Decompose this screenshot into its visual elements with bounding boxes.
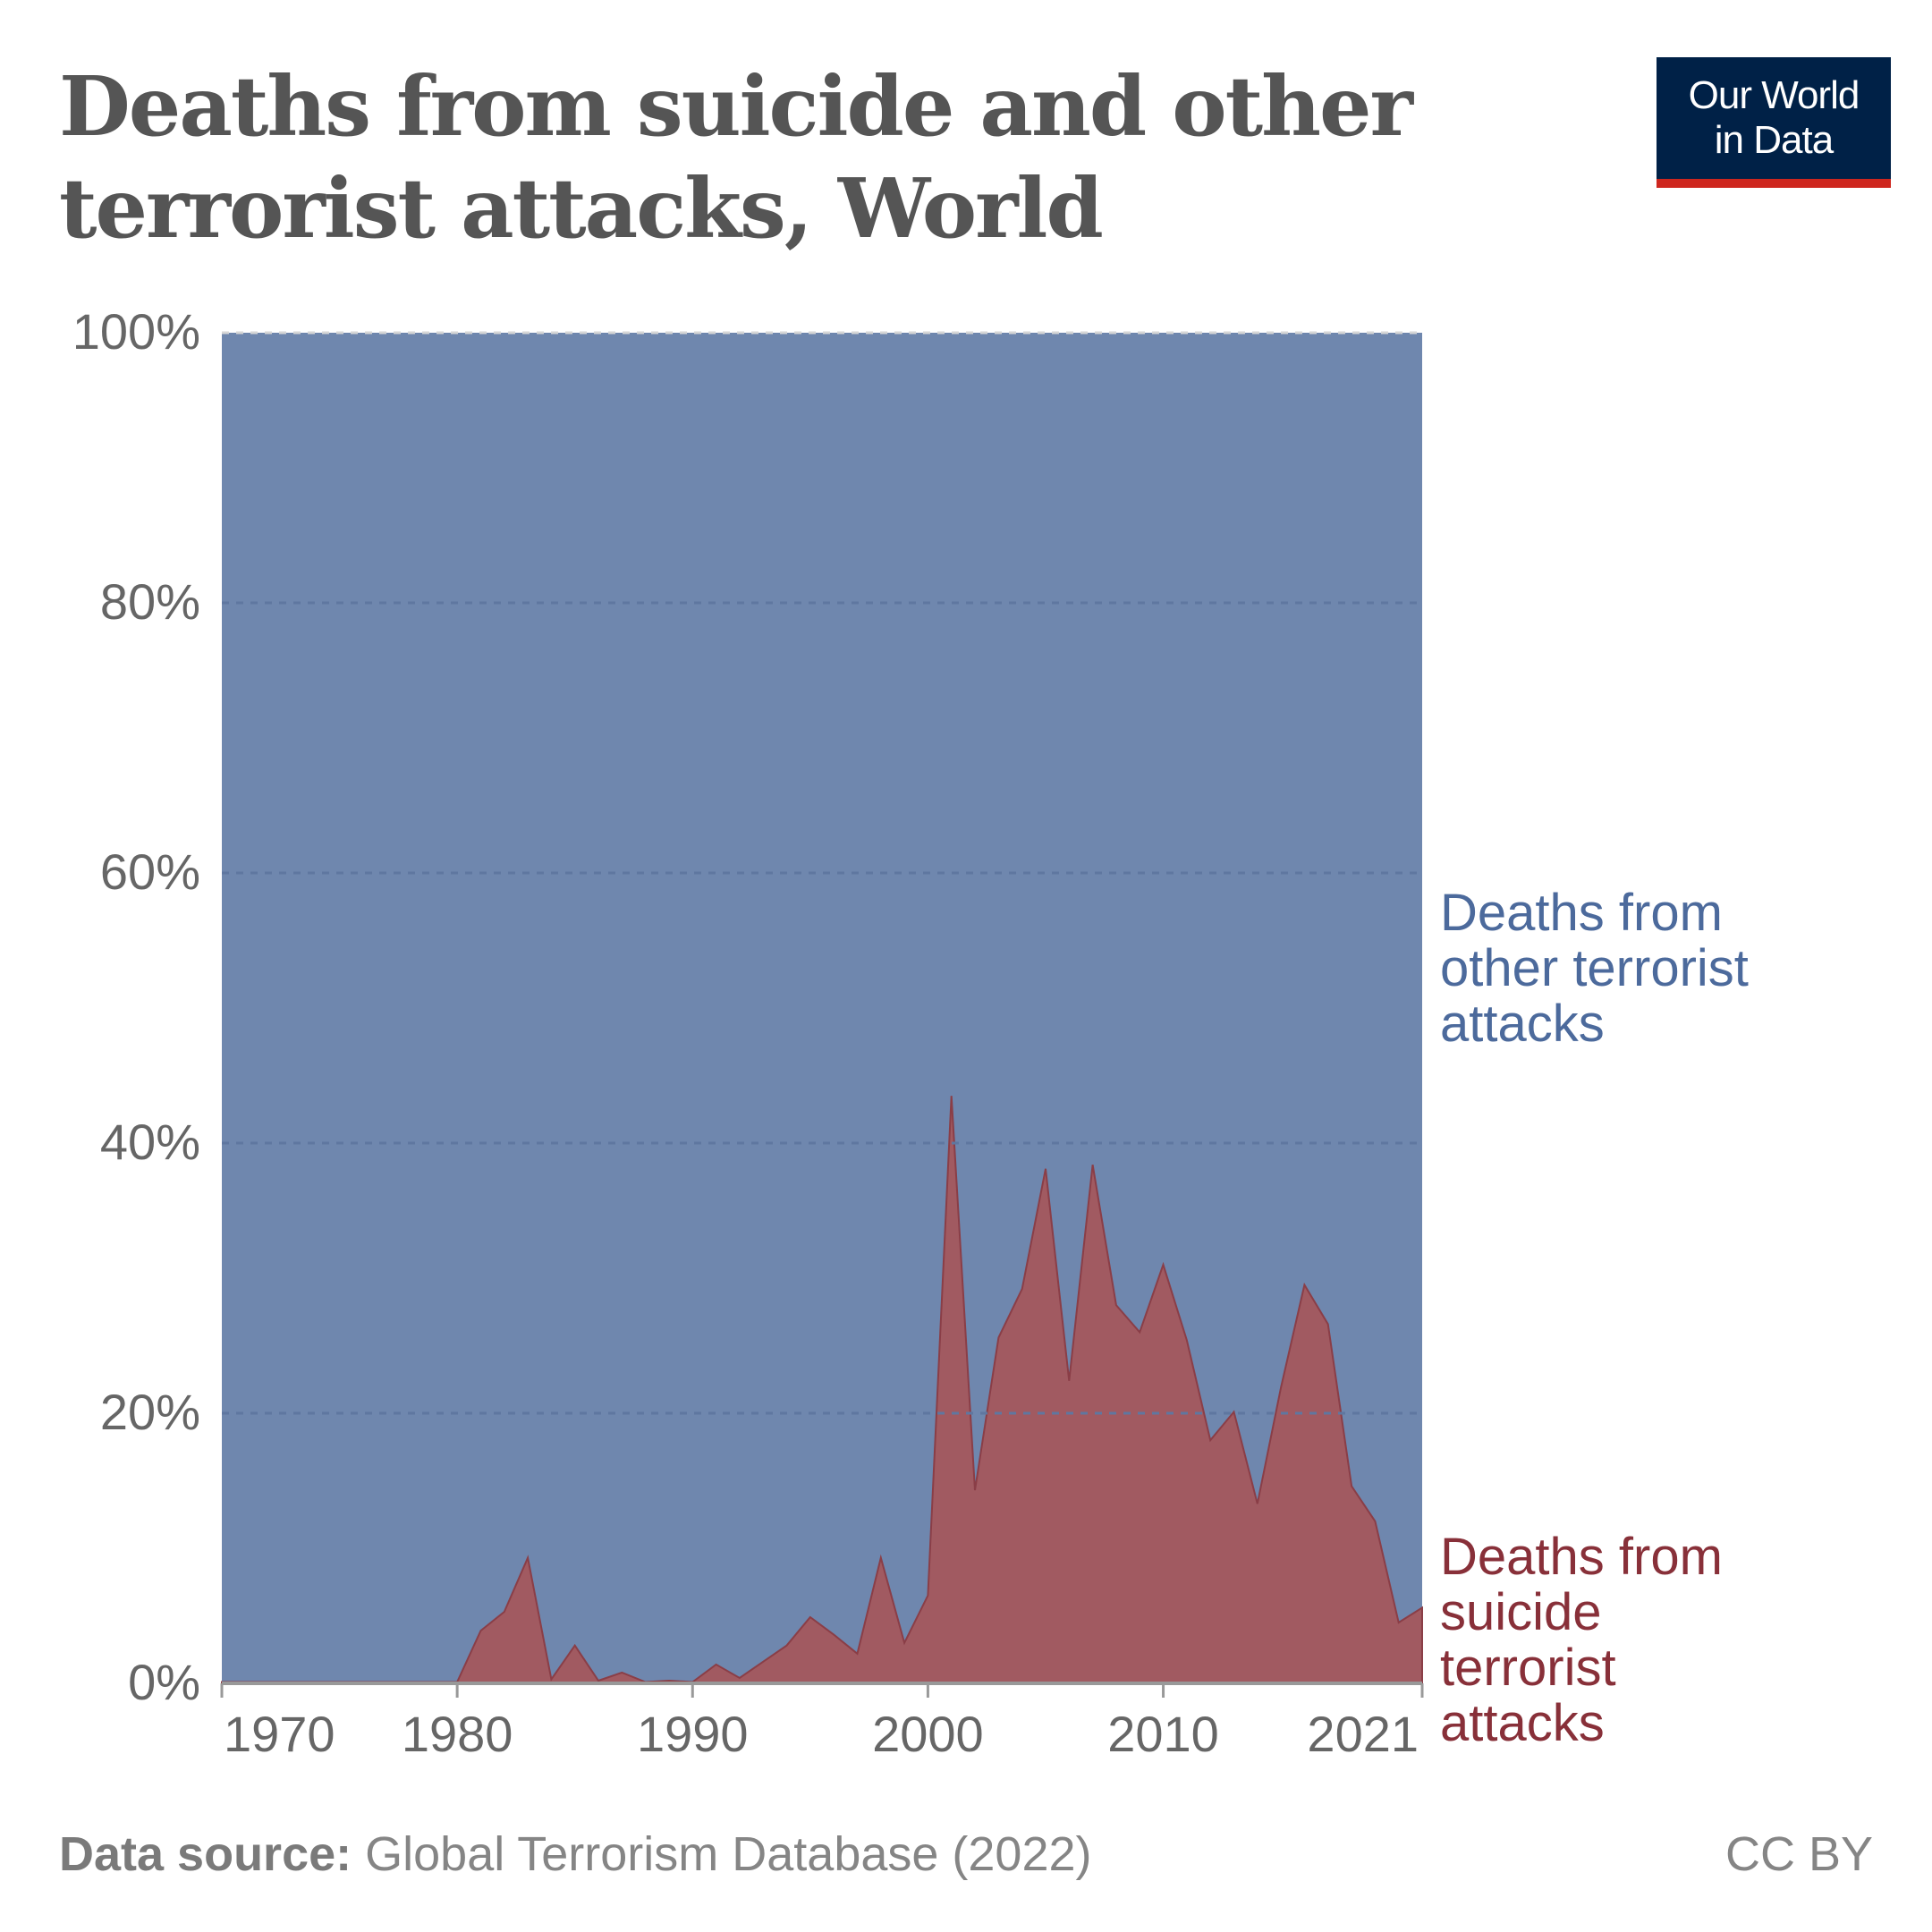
y-tick-label-20: 20% [100, 1384, 200, 1440]
x-tick-label-2000: 2000 [872, 1706, 984, 1762]
y-tick-label-60: 60% [100, 843, 200, 900]
y-tick-label-0: 0% [128, 1654, 200, 1710]
series-label-other-line-2: other terrorist [1440, 939, 1749, 997]
x-tick-label-1990: 1990 [637, 1706, 749, 1762]
x-tick-label-1970: 1970 [224, 1706, 335, 1762]
logo-line-2: in Data [1714, 118, 1834, 162]
chart-title: Deaths from suicide and other terrorist … [59, 55, 1454, 259]
logo-line-1: Our World [1688, 73, 1860, 117]
y-tick-label-40: 40% [100, 1114, 200, 1170]
license-label: CC BY [1724, 1827, 1873, 1881]
x-tick-label-1980: 1980 [402, 1706, 513, 1762]
series-label-suicide-line-4: attacks [1440, 1694, 1605, 1752]
data-source-label: Data source: [59, 1827, 352, 1881]
data-source-text: Global Terrorism Database (2022) [365, 1827, 1092, 1881]
series-label-other-line-1: Deaths from [1440, 884, 1723, 942]
x-tick-label-2010: 2010 [1107, 1706, 1219, 1762]
title-line-2: terrorist attacks, World [59, 160, 1104, 257]
x-tick-label-2021: 2021 [1307, 1706, 1419, 1762]
x-axis: 1970 1980 1990 2000 2010 2021 [220, 1682, 1424, 1762]
series-label-suicide-line-3: terrorist [1440, 1639, 1616, 1697]
y-axis-labels: 0% 20% 40% 60% 80% 100% [72, 303, 200, 1710]
series-label-other-line-3: attacks [1440, 995, 1605, 1053]
y-tick-label-100: 100% [72, 303, 200, 360]
y-tick-label-80: 80% [100, 573, 200, 630]
series-label-suicide-line-1: Deaths from [1440, 1528, 1723, 1586]
owid-logo[interactable]: Our World in Data [1657, 57, 1891, 188]
title-line-1: Deaths from suicide and other [59, 58, 1413, 155]
series-label-suicide-line-2: suicide [1440, 1583, 1602, 1641]
data-source: Data source: Global Terrorism Database (… [59, 1826, 1092, 1882]
